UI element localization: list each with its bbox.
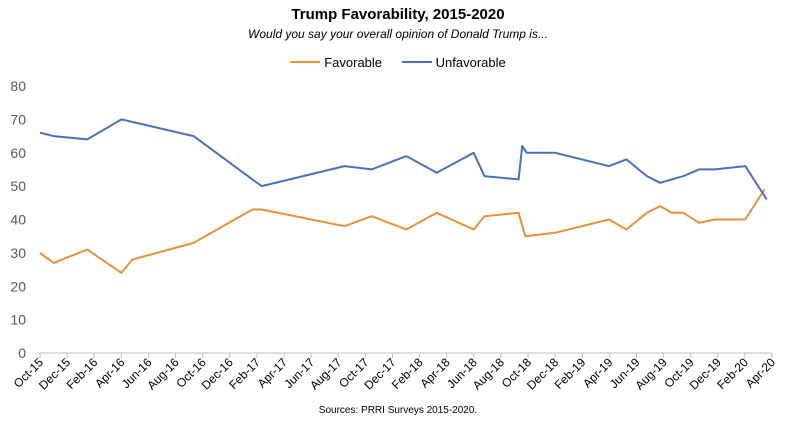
chart-title: Trump Favorability, 2015-2020	[291, 6, 505, 23]
y-tick-label: 60	[10, 145, 26, 161]
y-tick-label: 70	[10, 111, 26, 127]
x-tick-label: Feb-16	[64, 355, 101, 392]
y-tick-label: 10	[10, 312, 26, 328]
y-tick-label: 50	[10, 178, 26, 194]
y-tick-label: 40	[10, 212, 26, 228]
chart-source: Sources: PRRI Surveys 2015-2020.	[318, 405, 478, 416]
series-line-unfavorable	[39, 118, 768, 201]
y-tick-label: 20	[10, 278, 26, 294]
legend-label-favorable: Favorable	[324, 54, 383, 70]
legend: Favorable Unfavorable	[0, 51, 796, 70]
y-tick-label: 0	[18, 345, 26, 361]
x-tick-label: Feb-19	[552, 355, 589, 392]
x-tick-label: Feb-20	[714, 355, 751, 392]
legend-swatch-unfavorable	[401, 61, 432, 63]
y-tick-label: 80	[10, 78, 26, 94]
series-line-favorable	[39, 188, 766, 274]
legend-item-favorable: Favorable	[290, 55, 382, 70]
y-tick-label: 30	[10, 245, 26, 261]
legend-item-unfavorable: Unfavorable	[401, 54, 506, 70]
x-tick-label: Apr-20	[743, 355, 779, 391]
chart-subtitle: Would you say your overall opinion of Do…	[248, 27, 548, 41]
x-tick-label: Feb-18	[389, 355, 426, 392]
x-tick-label: Feb-17	[226, 355, 263, 392]
legend-swatch-favorable	[290, 61, 321, 63]
legend-label-unfavorable: Unfavorable	[435, 54, 506, 70]
